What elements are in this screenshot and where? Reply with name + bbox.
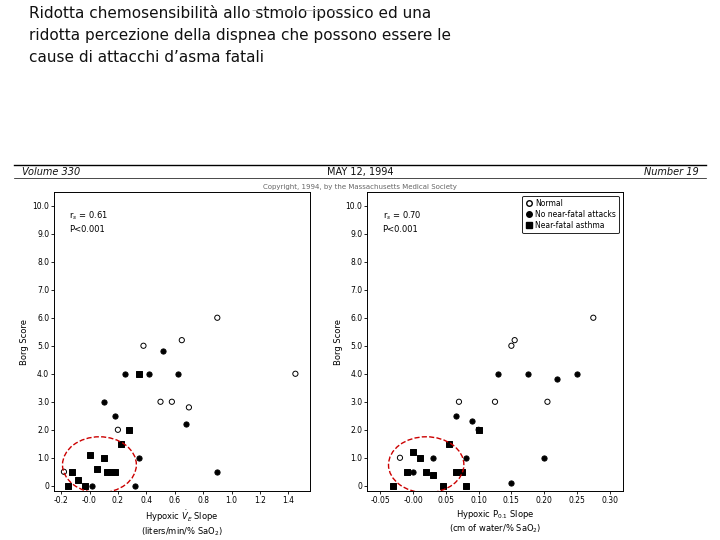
Point [387, 482, 399, 490]
Point [505, 341, 517, 350]
Text: MAY 12, 1994: MAY 12, 1994 [327, 167, 393, 177]
Text: r$_s$ = 0.70
P<0.001: r$_s$ = 0.70 P<0.001 [382, 210, 421, 234]
Point [120, 369, 131, 378]
Point [450, 411, 462, 420]
Point [395, 454, 406, 462]
Point [155, 397, 166, 406]
Point [420, 468, 432, 476]
Point [109, 411, 121, 420]
Point [437, 482, 449, 490]
Point [63, 482, 74, 490]
Point [473, 426, 485, 434]
Point [101, 468, 112, 476]
Point [58, 468, 70, 476]
Point [473, 426, 485, 434]
Legend: Normal, No near-fatal attacks, Near-fatal asthma: Normal, No near-fatal attacks, Near-fata… [522, 195, 619, 233]
Point [289, 369, 301, 378]
Point [138, 341, 149, 350]
Point [67, 468, 78, 476]
Point [98, 454, 109, 462]
Text: Volume 330: Volume 330 [22, 167, 80, 177]
Point [98, 397, 109, 406]
Text: r$_s$ = 0.61
P<0.001: r$_s$ = 0.61 P<0.001 [69, 210, 108, 234]
Point [408, 448, 419, 456]
Point [414, 454, 426, 462]
Y-axis label: Borg Score: Borg Score [20, 319, 30, 364]
Point [427, 470, 438, 479]
Point [552, 375, 563, 384]
Point [571, 369, 582, 378]
Point [112, 426, 124, 434]
Point [490, 397, 501, 406]
Point [84, 451, 95, 460]
Point [539, 454, 550, 462]
Text: ——  ——  ——  —: —— —— —— — [252, 5, 339, 16]
Point [115, 440, 127, 448]
Point [129, 482, 140, 490]
Point [91, 465, 102, 474]
Point [109, 468, 121, 476]
Text: Ridotta chemosensibilità allo stmolo ipossico ed una
ridotta percezione della di: Ridotta chemosensibilità allo stmolo ipo… [29, 5, 451, 65]
Point [79, 482, 91, 490]
Point [456, 468, 468, 476]
Point [105, 468, 117, 476]
Point [212, 313, 223, 322]
Point [541, 397, 553, 406]
Point [522, 369, 534, 378]
Text: Copyright, 1994, by the Massachusetts Medical Society: Copyright, 1994, by the Massachusetts Me… [263, 184, 457, 190]
Point [158, 347, 169, 356]
Point [166, 397, 178, 406]
Point [444, 440, 455, 448]
Point [124, 426, 135, 434]
Point [509, 336, 521, 345]
Point [450, 468, 462, 476]
Point [133, 454, 145, 462]
Point [180, 420, 192, 429]
Point [492, 369, 504, 378]
Point [143, 369, 155, 378]
Point [505, 478, 517, 487]
Point [401, 468, 413, 476]
Point [467, 417, 478, 426]
Point [588, 313, 599, 322]
Point [460, 482, 472, 490]
Point [133, 369, 145, 378]
Y-axis label: Borg Score: Borg Score [333, 319, 343, 364]
Point [427, 454, 438, 462]
X-axis label: Hypoxic P$_{0.1}$ Slope
(cm of water/% SaO$_2$): Hypoxic P$_{0.1}$ Slope (cm of water/% S… [449, 508, 541, 535]
Text: Number 19: Number 19 [644, 167, 698, 177]
Point [408, 468, 419, 476]
Point [183, 403, 194, 411]
Point [73, 476, 84, 484]
Point [86, 482, 98, 490]
Point [212, 468, 223, 476]
Point [176, 336, 187, 345]
Point [453, 397, 464, 406]
Point [172, 369, 184, 378]
Point [460, 454, 472, 462]
X-axis label: Hypoxic $\dot{V}_E$ Slope
(liters/min/% SaO$_2$): Hypoxic $\dot{V}_E$ Slope (liters/min/% … [141, 508, 222, 538]
